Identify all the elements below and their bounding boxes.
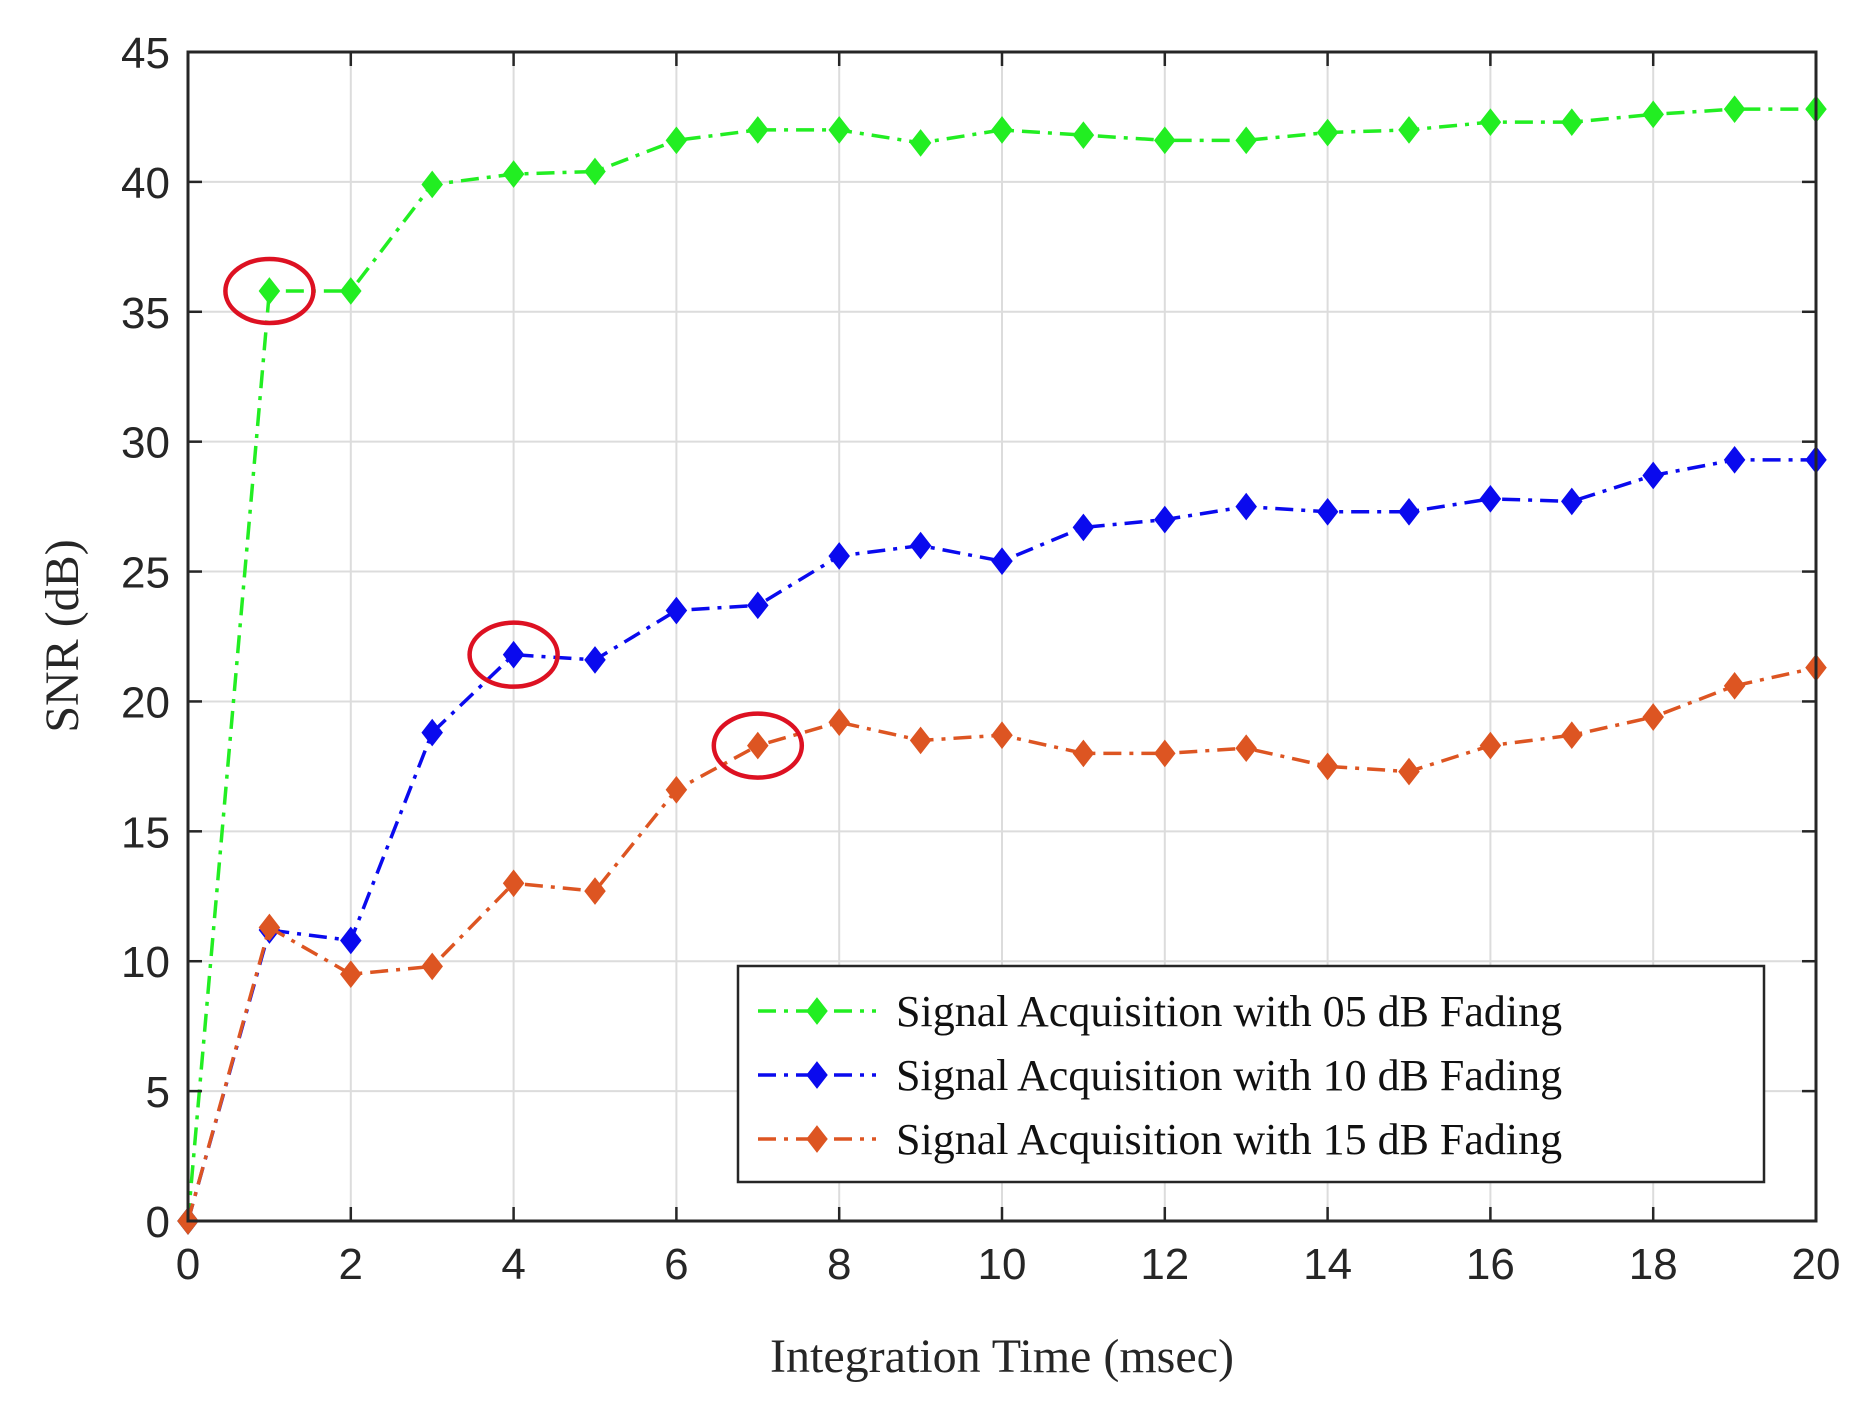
y-tick-label: 45: [121, 29, 170, 78]
series-marker: [991, 721, 1013, 750]
series-marker: [1235, 492, 1257, 521]
series-marker: [1561, 108, 1583, 136]
legend-label: Signal Acquisition with 10 dB Fading: [896, 1051, 1562, 1100]
series-marker: [1561, 721, 1583, 750]
series-marker: [1235, 126, 1257, 155]
series-marker: [340, 960, 362, 989]
x-tick-label: 8: [827, 1240, 851, 1289]
series-marker: [1398, 497, 1420, 526]
series-marker: [828, 708, 850, 737]
series-marker: [1072, 739, 1095, 768]
series-marker: [909, 531, 932, 560]
series-marker: [258, 277, 281, 305]
x-tick-label: 18: [1629, 1240, 1678, 1289]
y-tick-label: 10: [121, 938, 170, 987]
legend-marker: [806, 997, 828, 1025]
y-tick-label: 30: [121, 419, 170, 468]
series-marker: [747, 731, 769, 760]
x-tick-label: 16: [1466, 1240, 1515, 1289]
series-marker: [340, 926, 362, 955]
series-marker: [421, 952, 443, 981]
legend-marker: [806, 1125, 828, 1153]
series-marker: [991, 547, 1013, 575]
series-1: [177, 95, 1827, 1235]
series-marker: [1316, 497, 1339, 526]
legend: Signal Acquisition with 05 dB Fading Sign…: [736, 964, 1766, 1184]
series-marker: [665, 126, 688, 155]
highlight-layer: [223, 256, 805, 780]
highlight-circle: [711, 711, 805, 780]
legend-entry: Signal Acquisition with 10 dB Fading: [758, 1051, 1562, 1100]
legend-label: Signal Acquisition with 05 dB Fading: [896, 987, 1562, 1036]
series-marker: [909, 726, 932, 755]
legend-entry: Signal Acquisition with 15 dB Fading: [758, 1115, 1562, 1164]
legend-marker: [806, 1061, 828, 1089]
series-marker: [1723, 672, 1746, 700]
x-tick-label: 14: [1303, 1240, 1352, 1289]
y-tick-label: 40: [121, 159, 170, 208]
series-marker: [828, 542, 850, 570]
legend-box: [736, 964, 1766, 1184]
series-marker: [1316, 118, 1339, 147]
series-marker: [1398, 757, 1420, 786]
highlight-circle: [467, 620, 560, 689]
series-line: [186, 458, 1816, 1222]
y-tick-label: 5: [146, 1068, 170, 1117]
x-tick-label: 4: [501, 1240, 525, 1289]
series-marker: [1398, 116, 1420, 144]
legend-entry: Signal Acquisition with 05 dB Fading: [758, 987, 1562, 1036]
series-marker: [421, 718, 443, 747]
series-marker: [1479, 108, 1502, 136]
series-marker: [584, 646, 606, 674]
ticks: 0 2 4 6 8 10 12 14 16 18 20 0 5 10 15 20 25 30 35 40 45: [121, 29, 1840, 1289]
series-marker: [502, 869, 525, 898]
series-marker: [991, 116, 1013, 144]
series-marker: [584, 877, 606, 905]
x-axis-label: Integration Time (msec): [770, 1330, 1234, 1383]
series-marker: [828, 116, 850, 144]
series-marker: [340, 277, 362, 305]
series-marker: [1235, 734, 1257, 763]
series-marker: [1561, 487, 1583, 516]
series-marker: [502, 640, 525, 669]
series-marker: [747, 116, 769, 144]
x-tick-label: 20: [1792, 1240, 1841, 1289]
series-marker: [1154, 739, 1176, 768]
series-marker: [665, 775, 688, 804]
series-marker: [1316, 752, 1339, 781]
series-marker: [1154, 505, 1176, 534]
series-marker: [258, 913, 281, 942]
series-marker: [584, 157, 606, 186]
series-marker: [502, 160, 525, 188]
series-marker: [909, 129, 932, 157]
y-axis-label: SNR (dB): [36, 539, 89, 732]
y-tick-label: 25: [121, 549, 170, 598]
series-marker: [1479, 731, 1502, 760]
x-tick-label: 10: [978, 1240, 1027, 1289]
y-tick-label: 20: [121, 678, 170, 727]
series-marker: [747, 591, 769, 620]
series-marker: [1723, 95, 1746, 123]
series-marker: [1154, 126, 1176, 155]
highlight-circle: [223, 256, 316, 326]
y-tick-label: 15: [121, 808, 170, 857]
x-tick-label: 6: [664, 1240, 688, 1289]
series-marker: [1723, 446, 1746, 474]
y-tick-label: 35: [121, 289, 170, 338]
series-marker: [421, 170, 443, 199]
x-tick-label: 2: [339, 1240, 363, 1289]
series-marker: [1642, 461, 1664, 490]
series-marker: [665, 596, 688, 625]
series-marker: [1642, 100, 1664, 129]
x-tick-label: 0: [176, 1240, 200, 1289]
series-3: [177, 653, 1827, 1235]
series-marker: [1072, 121, 1095, 149]
series-marker: [1072, 513, 1095, 542]
series-marker: [1642, 703, 1664, 731]
series-marker: [1479, 485, 1502, 513]
x-tick-label: 12: [1140, 1240, 1189, 1289]
y-tick-label: 0: [146, 1198, 170, 1247]
legend-label: Signal Acquisition with 15 dB Fading: [896, 1115, 1562, 1164]
